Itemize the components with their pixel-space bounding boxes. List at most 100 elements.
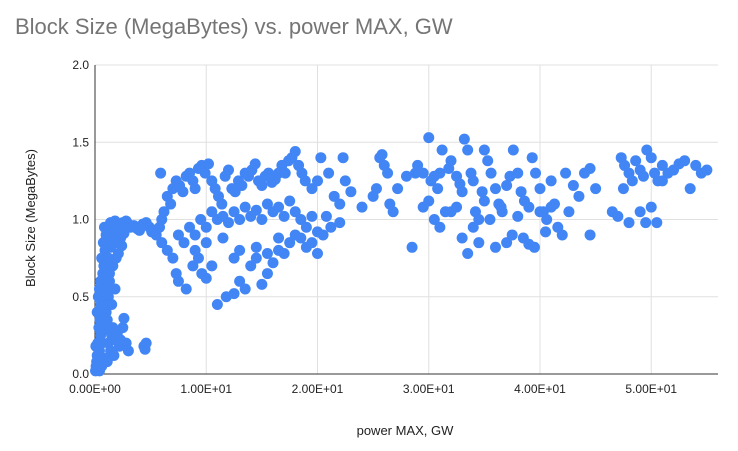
x-tick-label: 3.00E+01 xyxy=(403,382,455,396)
data-point xyxy=(523,201,535,213)
data-point xyxy=(560,167,572,179)
data-point xyxy=(295,214,307,225)
data-point xyxy=(295,232,307,244)
data-point xyxy=(478,195,490,207)
data-point xyxy=(199,167,211,179)
data-point xyxy=(172,275,184,287)
data-point xyxy=(91,306,103,318)
y-tick-label: 1.5 xyxy=(72,135,89,149)
data-point xyxy=(236,180,248,192)
data-point xyxy=(249,158,261,170)
data-point xyxy=(217,232,229,244)
data-point xyxy=(167,252,179,264)
data-point xyxy=(556,229,568,241)
data-point xyxy=(189,183,201,195)
data-point xyxy=(155,167,167,179)
data-point xyxy=(300,221,312,233)
data-point xyxy=(573,190,585,202)
data-point xyxy=(261,247,273,259)
data-point xyxy=(392,183,404,195)
data-point xyxy=(490,183,501,195)
data-point xyxy=(476,186,488,198)
data-point xyxy=(122,345,134,357)
data-point xyxy=(273,201,285,213)
data-point xyxy=(434,167,446,179)
data-point xyxy=(428,214,440,225)
data-point xyxy=(387,206,399,218)
data-point xyxy=(189,229,201,241)
data-point xyxy=(545,201,557,213)
data-point xyxy=(462,144,474,156)
data-point xyxy=(200,221,212,233)
data-point xyxy=(423,132,435,144)
data-point xyxy=(261,198,273,210)
data-point xyxy=(228,288,240,300)
data-point xyxy=(640,217,652,229)
x-tick-label: 2.00E+01 xyxy=(292,382,344,396)
data-point xyxy=(100,283,112,295)
data-point xyxy=(289,206,301,218)
data-point xyxy=(140,337,152,349)
data-point xyxy=(325,221,337,233)
x-tick-label: 1.00E+01 xyxy=(180,382,232,396)
data-point xyxy=(161,244,173,256)
data-point xyxy=(526,152,538,164)
data-point xyxy=(584,163,596,175)
data-point xyxy=(534,206,546,218)
data-point xyxy=(401,170,412,182)
data-point xyxy=(485,167,497,179)
data-point xyxy=(337,152,349,164)
data-point xyxy=(490,241,501,253)
x-tick-label: 5.00E+01 xyxy=(625,382,677,396)
data-point xyxy=(541,214,553,225)
x-axis-label: power MAX, GW xyxy=(357,423,455,438)
data-point xyxy=(417,167,429,179)
data-point xyxy=(434,221,446,233)
data-point xyxy=(312,247,323,259)
data-point xyxy=(189,244,201,256)
data-point xyxy=(223,217,234,229)
data-point xyxy=(617,183,629,195)
data-point xyxy=(234,214,246,225)
x-tick-label: 4.00E+01 xyxy=(514,382,566,396)
data-point xyxy=(506,229,518,241)
data-point xyxy=(507,144,519,156)
data-point xyxy=(651,217,663,229)
data-point xyxy=(234,275,246,287)
data-point xyxy=(323,167,335,179)
data-point xyxy=(637,170,649,182)
data-point xyxy=(626,175,638,187)
data-point xyxy=(534,183,546,195)
data-point xyxy=(467,175,479,187)
y-axis-label: Block Size (MegaBytes) xyxy=(23,149,38,287)
data-point xyxy=(567,180,579,192)
data-point xyxy=(279,167,291,179)
data-point xyxy=(109,283,121,295)
data-point xyxy=(195,214,207,225)
data-point xyxy=(656,175,668,187)
data-point xyxy=(473,214,485,225)
data-point xyxy=(97,298,109,310)
data-point xyxy=(223,164,234,176)
data-point xyxy=(645,152,657,164)
data-point xyxy=(445,155,457,167)
data-point xyxy=(200,237,212,249)
data-point xyxy=(563,206,575,218)
data-points xyxy=(90,132,713,377)
data-point xyxy=(484,214,496,225)
data-point xyxy=(178,237,190,249)
data-point xyxy=(245,260,257,272)
data-point xyxy=(432,183,444,195)
data-point xyxy=(515,186,527,198)
data-point xyxy=(206,206,218,218)
data-point xyxy=(306,183,318,195)
data-point xyxy=(370,183,382,195)
y-tick-label: 0.5 xyxy=(72,290,89,304)
data-point xyxy=(328,190,340,202)
data-point xyxy=(584,229,596,241)
data-point xyxy=(211,298,223,310)
data-point xyxy=(334,217,346,229)
axes xyxy=(94,65,718,375)
data-point xyxy=(172,229,184,241)
